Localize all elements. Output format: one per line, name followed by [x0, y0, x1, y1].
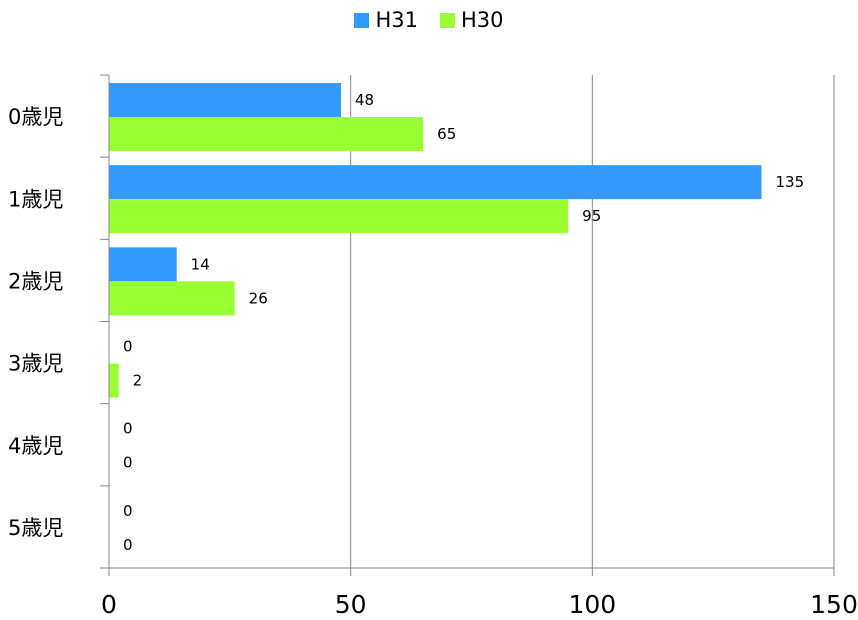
data-label-h31-1: 135 — [776, 173, 805, 191]
x-tick-label-50: 50 — [335, 590, 367, 619]
x-tick-label-150: 150 — [810, 590, 858, 619]
data-label-h31-4: 0 — [123, 420, 133, 438]
bar-h31-0 — [109, 83, 341, 117]
bar-h31-1 — [109, 165, 762, 200]
data-label-h31-5: 0 — [123, 502, 133, 520]
category-label-5: 5歳児 — [8, 516, 63, 540]
category-label-4: 4歳児 — [8, 434, 63, 458]
data-label-h31-0: 48 — [355, 91, 374, 109]
category-label-0: 0歳児 — [8, 105, 63, 129]
data-label-h31-3: 0 — [123, 338, 133, 356]
x-tick-label-0: 0 — [101, 590, 117, 619]
data-label-h31-2: 14 — [191, 255, 210, 273]
bar-h30-1 — [109, 199, 569, 234]
legend-item-h31: H31 — [354, 8, 418, 32]
data-label-h30-4: 0 — [123, 454, 133, 472]
category-label-1: 1歳児 — [8, 187, 63, 211]
bar-h30-0 — [109, 117, 424, 151]
category-label-2: 2歳児 — [8, 269, 63, 293]
bar-h31-2 — [109, 247, 177, 282]
legend-item-h30: H30 — [440, 8, 504, 32]
data-label-h30-1: 95 — [582, 207, 601, 225]
x-tick-label-100: 100 — [568, 590, 616, 619]
data-label-h30-3: 2 — [133, 372, 143, 390]
legend: H31 H30 — [0, 8, 858, 32]
bar-h30-3 — [109, 363, 119, 398]
legend-label-h31: H31 — [375, 8, 418, 32]
data-label-h30-0: 65 — [437, 125, 456, 143]
legend-swatch-h30 — [440, 12, 455, 28]
bar-h30-2 — [109, 281, 235, 316]
legend-swatch-h31 — [354, 12, 370, 28]
data-label-h30-2: 26 — [249, 289, 268, 307]
category-label-3: 3歳児 — [8, 352, 63, 376]
data-label-h30-5: 0 — [123, 536, 133, 554]
legend-label-h30: H30 — [461, 8, 504, 32]
